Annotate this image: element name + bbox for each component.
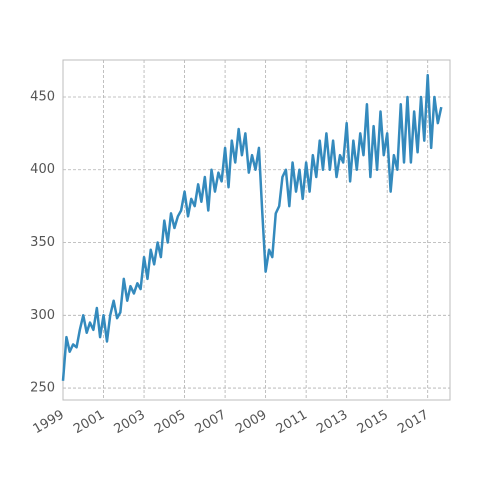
y-tick-label: 350 <box>30 235 55 250</box>
y-tick-label: 250 <box>30 381 55 396</box>
y-tick-label: 300 <box>30 308 55 323</box>
data-line <box>61 73 443 381</box>
y-tick-label: 400 <box>30 162 55 177</box>
y-tick-label: 450 <box>30 89 55 104</box>
plot-frame <box>62 59 451 401</box>
